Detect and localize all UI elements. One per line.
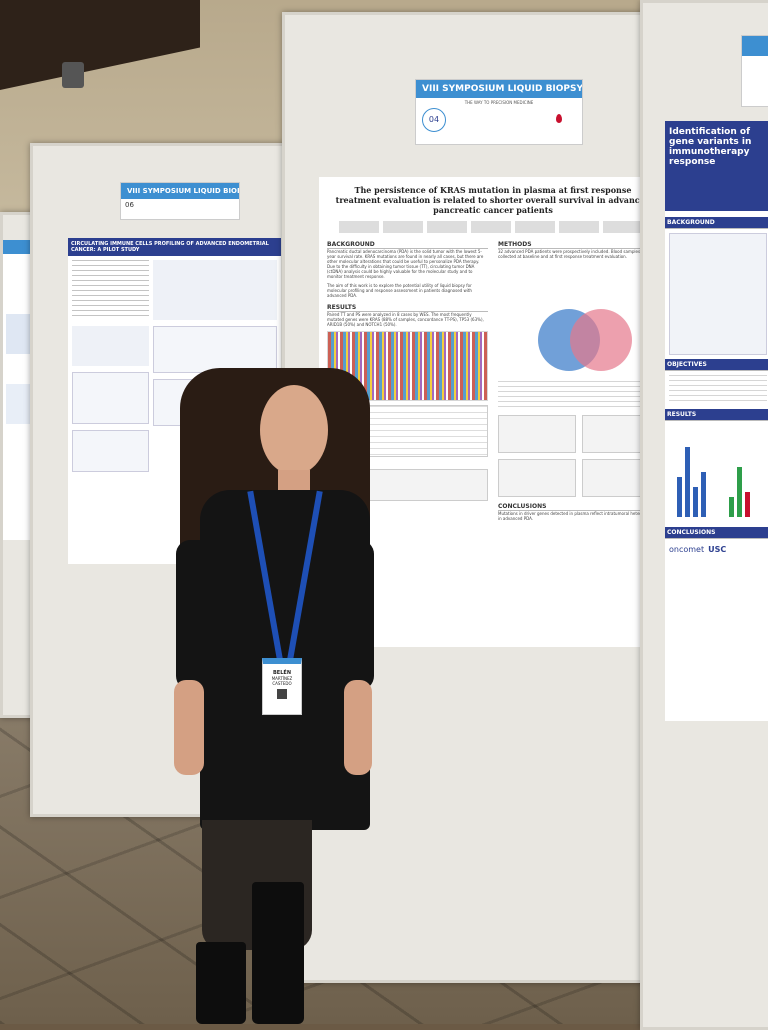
badge-first-name: BELÉN <box>272 670 291 676</box>
usc-logo: USC <box>708 545 727 554</box>
bar-chart-figure <box>669 427 767 517</box>
oncomet-logo: oncomet <box>669 545 705 554</box>
poster-number-badge-left: VIII SYMPOSIUM LIQUID BIOPSY 06 <box>120 182 240 220</box>
section-methods: METHODS <box>498 241 659 249</box>
section-results: RESULTS <box>665 409 768 421</box>
poster-number: 06 <box>125 201 134 209</box>
symposium-banner: VIII SYMPOSIUM LIQUID BIOPSY <box>121 183 239 199</box>
badge-last-name: MARTÍNEZ CASTEDO <box>271 676 293 686</box>
left-boot <box>196 942 246 1024</box>
name-badge: BELÉN MARTÍNEZ CASTEDO <box>262 658 302 715</box>
mutation-heatmap <box>327 331 488 401</box>
right-arm <box>338 540 374 690</box>
section-background: BACKGROUND <box>665 217 768 229</box>
poster-title: CIRCULATING IMMUNE CELLS PROFILING OF AD… <box>68 238 281 256</box>
left-arm <box>176 540 212 690</box>
venn-diagram <box>498 305 659 377</box>
poster-title: Identification of gene variants in immun… <box>665 121 768 211</box>
section-results: RESULTS <box>327 304 488 312</box>
section-background: BACKGROUND <box>327 241 488 249</box>
symposium-subtitle: THE WAY TO PRECISION MEDICINE <box>464 100 534 105</box>
survival-curves <box>498 415 659 497</box>
section-objectives: OBJECTIVES <box>665 359 768 371</box>
aim-text: The aim of this work is to explore the p… <box>327 283 472 298</box>
poster-board-right: Identification of gene variants in immun… <box>640 0 768 1030</box>
conclusions-text: Mutations in driver genes detected in pl… <box>498 511 659 521</box>
poster-number: 04 <box>422 108 446 132</box>
poster-right: Identification of gene variants in immun… <box>665 121 768 721</box>
presenter: BELÉN MARTÍNEZ CASTEDO <box>160 360 390 1024</box>
author-list <box>339 221 647 233</box>
poster-title: The persistence of KRAS mutation in plas… <box>335 185 651 215</box>
right-boot <box>252 882 304 1024</box>
poster-center: The persistence of KRAS mutation in plas… <box>319 177 667 647</box>
methods-text: 32 advanced PDA patients were prospectiv… <box>498 249 652 259</box>
blood-drop-icon <box>556 114 562 123</box>
qr-code-icon <box>277 689 287 699</box>
section-conclusions: CONCLUSIONS <box>665 527 768 539</box>
poster-number-badge-center: VIII SYMPOSIUM LIQUID BIOPSY 2023 THE WA… <box>415 79 583 145</box>
left-hand <box>174 680 204 775</box>
symposium-banner: VIII SYMPOSIUM LIQUID BIOPSY <box>422 84 582 94</box>
right-hand <box>344 680 372 775</box>
section-conclusions: CONCLUSIONS <box>498 503 659 511</box>
background-text: Pancreatic ductal adenocarcinoma (PDA) i… <box>327 249 484 279</box>
wall-lamp-icon <box>62 62 84 88</box>
face <box>260 385 328 475</box>
poster-number-badge-right <box>741 35 768 107</box>
results-text: Paired TT and PS were analyzed in 8 case… <box>327 312 484 327</box>
